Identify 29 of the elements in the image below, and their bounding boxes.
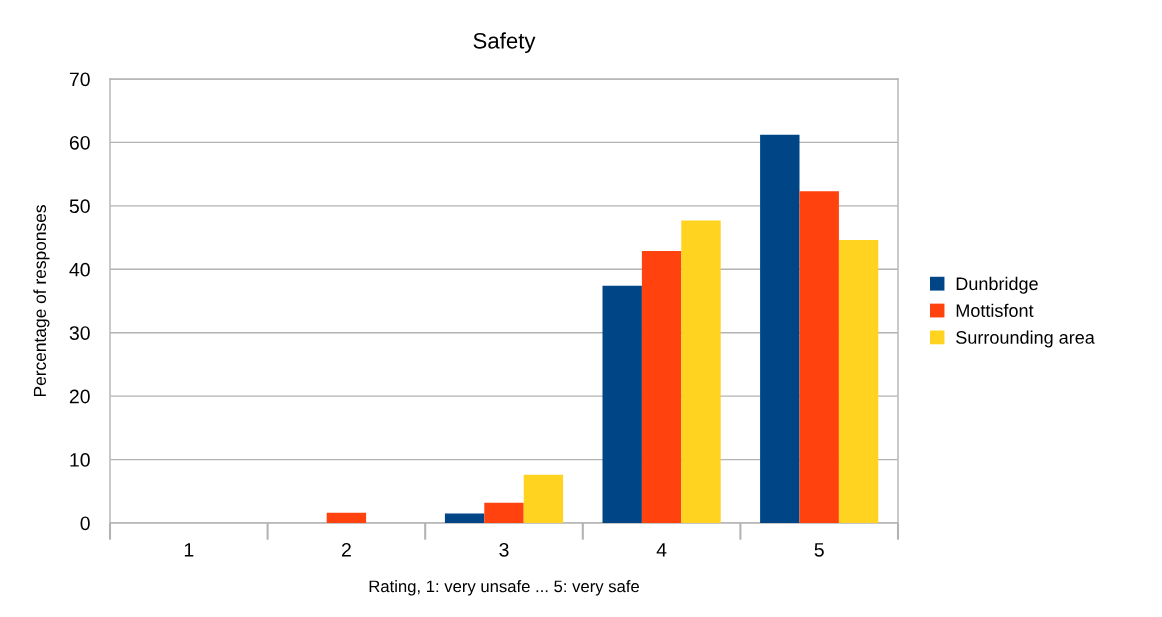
y-tick-label: 50 <box>69 199 90 214</box>
bar <box>484 502 524 523</box>
bar <box>799 191 839 523</box>
bar <box>681 220 721 523</box>
x-tick-label: 3 <box>499 542 509 557</box>
x-tick-label: 4 <box>656 543 667 557</box>
y-tick-label: 20 <box>69 389 90 404</box>
y-tick-label: 30 <box>69 326 90 340</box>
bar <box>602 285 642 523</box>
x-tick-label: 1 <box>184 543 194 557</box>
x-tick-label: 2 <box>341 542 351 557</box>
y-tick-label: 0 <box>80 516 90 531</box>
x-tick-label: 5 <box>814 543 824 557</box>
y-tick-label: 40 <box>69 262 90 277</box>
chart-title: Safety <box>473 32 536 54</box>
bar <box>523 474 564 523</box>
bar <box>444 513 485 523</box>
x-axis-title: Rating, 1: very unsafe ... 5: very safe <box>369 580 639 596</box>
y-axis-title: Percentage of responses <box>33 205 50 397</box>
legend-label: Mottisfont <box>956 303 1034 317</box>
bar <box>838 240 879 523</box>
y-tick-label: 70 <box>69 72 90 87</box>
bar <box>760 134 800 523</box>
y-tick-label: 10 <box>70 453 90 467</box>
legend-label: Dunbridge <box>956 276 1038 294</box>
bar <box>641 250 682 523</box>
y-tick-label: 60 <box>69 135 90 150</box>
legend-label: Surrounding area <box>956 330 1095 348</box>
bar <box>326 512 367 523</box>
